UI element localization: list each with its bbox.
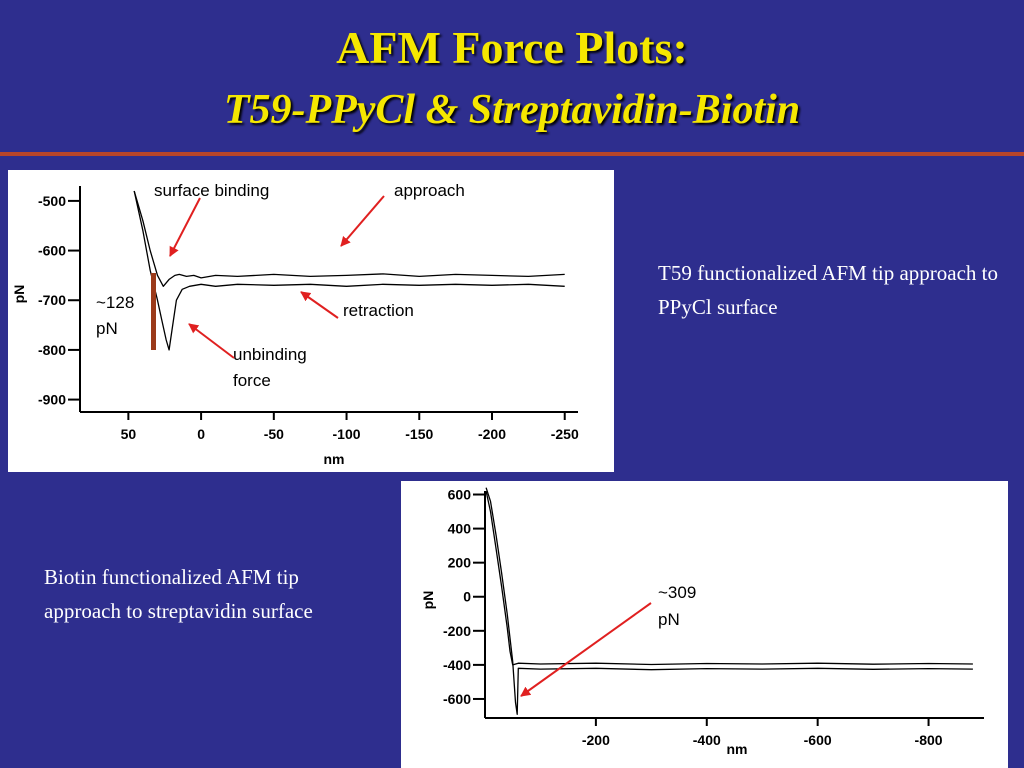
series-line-1 (485, 490, 973, 666)
y-tick-label: -400 (443, 657, 471, 673)
x-tick-label: 0 (197, 426, 205, 442)
y-tick-label: 600 (448, 487, 472, 503)
x-axis-label: nm (324, 451, 345, 467)
chart1-series-group (133, 190, 565, 351)
chart-svg-t59-ppycl: -500 -600 -700 -800 -900 50 0 -50 -100 -150 -200 -2… (11, 181, 579, 467)
chart2-annotations: ~309 pN (520, 583, 696, 697)
arrow-unbinding-force (520, 602, 652, 697)
arrow-retraction (300, 291, 339, 319)
chart2-axes: 600 400 200 0 -200 -400 -600 -200 -400 -600 -800 nm… (420, 487, 984, 757)
title-divider (0, 152, 1024, 156)
x-axis-label: nm (727, 741, 748, 757)
x-tick-label: -150 (405, 426, 433, 442)
y-tick-label: 0 (463, 589, 471, 605)
annotation-unbinding: unbinding (233, 345, 307, 364)
y-tick-label: -600 (443, 691, 471, 707)
y-axis-label: pN (420, 591, 436, 610)
y-tick-label: -900 (38, 392, 66, 408)
annotation-force-unit: pN (658, 610, 680, 629)
x-tick-label: -800 (915, 732, 943, 748)
y-tick-label: -200 (443, 623, 471, 639)
x-tick-label: -50 (264, 426, 284, 442)
chart-panel-biotin-streptavidin: 600 400 200 0 -200 -400 -600 -200 -400 -600 -800 nm… (401, 481, 1008, 768)
slide-title: AFM Force Plots: (336, 22, 688, 73)
annotation-retraction: retraction (343, 301, 414, 320)
chart1-axes: -500 -600 -700 -800 -900 50 0 -50 -100 -150 -200 -2… (11, 186, 579, 467)
x-tick-label: -200 (478, 426, 506, 442)
slide-subtitle: T59-PPyCl & Streptavidin-Biotin (223, 87, 801, 133)
x-tick-label: -250 (551, 426, 579, 442)
series-line-2 (133, 190, 565, 351)
y-tick-label: -500 (38, 193, 66, 209)
x-tick-label: -200 (582, 732, 610, 748)
y-tick-label: -800 (38, 342, 66, 358)
annotation-force-value: ~128 (96, 293, 134, 312)
description-t59-ppycl: T59 functionalized AFM tip approach to P… (658, 261, 999, 319)
x-tick-label: -400 (693, 732, 721, 748)
y-tick-label: -700 (38, 292, 66, 308)
chart-svg-biotin-streptavidin: 600 400 200 0 -200 -400 -600 -200 -400 -600 -800 nm… (420, 487, 984, 757)
x-tick-label: -600 (804, 732, 832, 748)
chart1-annotations: surface binding approach retraction unbi… (96, 181, 465, 390)
chart-panel-t59-ppycl: -500 -600 -700 -800 -900 50 0 -50 -100 -150 -200 -2… (8, 170, 614, 472)
description-biotin-streptavidin: Biotin functionalized AFM tip approach t… (44, 565, 313, 623)
y-tick-label: 400 (448, 521, 472, 537)
series-line-2 (485, 487, 973, 715)
force-magnitude-bracket (151, 273, 156, 350)
chart2-series-group (485, 487, 973, 715)
x-tick-label: 50 (121, 426, 137, 442)
y-tick-label: 200 (448, 555, 472, 571)
arrow-surface-binding (169, 197, 201, 257)
arrow-unbinding-force (188, 323, 235, 359)
annotation-force: force (233, 371, 271, 390)
annotation-force-value: ~309 (658, 583, 696, 602)
annotation-surface-binding: surface binding (154, 181, 269, 200)
annotation-force-unit: pN (96, 319, 118, 338)
arrow-approach (340, 195, 385, 247)
series-line-1 (133, 190, 565, 287)
x-tick-label: -100 (333, 426, 361, 442)
annotation-approach: approach (394, 181, 465, 200)
y-axis-label: pN (11, 285, 27, 304)
y-tick-label: -600 (38, 243, 66, 259)
